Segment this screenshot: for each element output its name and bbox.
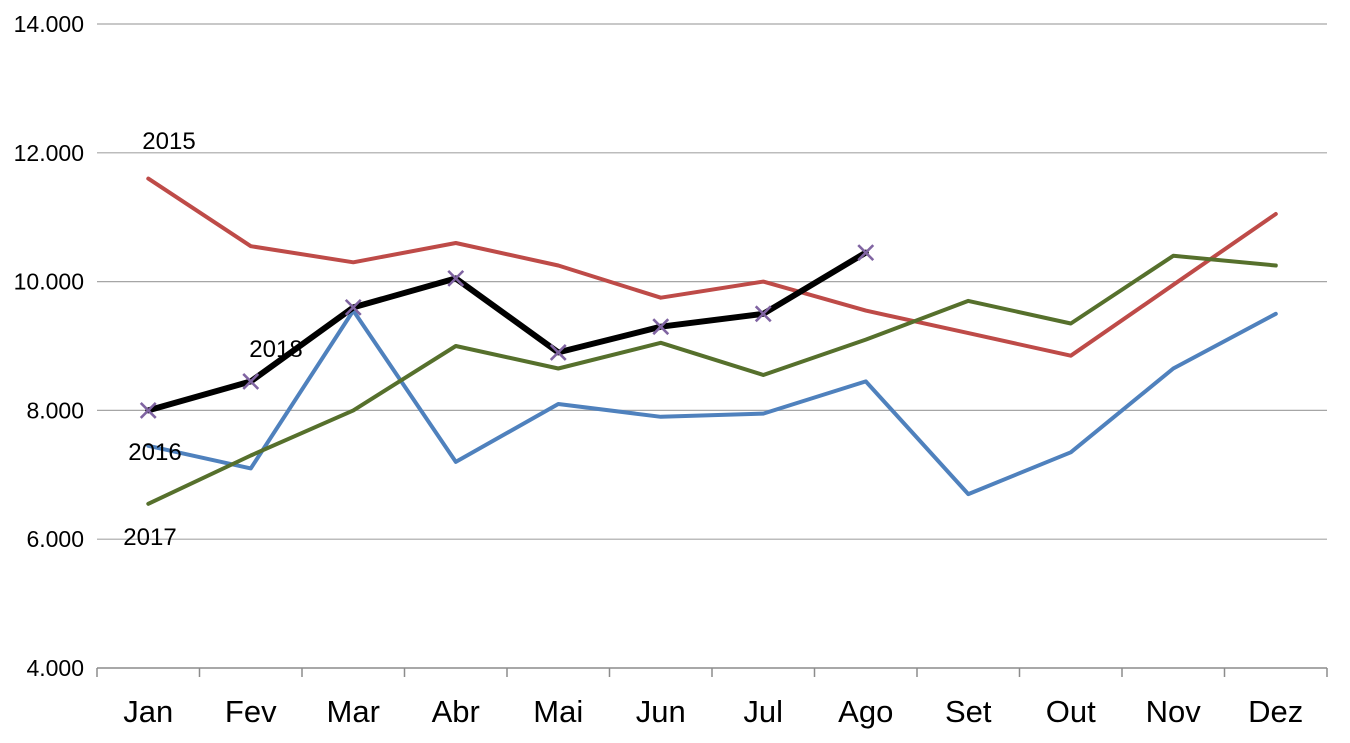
x-marker-stroke — [652, 318, 670, 336]
x-axis-month-label: Jun — [636, 694, 686, 729]
x-axis-month-label: Jan — [123, 694, 173, 729]
y-axis-tick-label: 4.000 — [26, 655, 84, 681]
x-axis-month-label: Set — [945, 694, 992, 729]
series-2018-marker — [754, 305, 772, 323]
x-axis-month-label: Dez — [1248, 694, 1303, 729]
series-2018-marker — [344, 298, 362, 316]
y-axis-tick-label: 6.000 — [26, 526, 84, 552]
x-marker-stroke — [857, 244, 875, 262]
x-axis-month-label: Mar — [327, 694, 380, 729]
series-2018-marker — [139, 401, 157, 419]
x-axis-month-label: Ago — [838, 694, 893, 729]
y-axis-tick-label: 8.000 — [26, 397, 84, 423]
x-axis-month-label: Abr — [432, 694, 480, 729]
x-marker-stroke — [549, 344, 567, 361]
series-line-2016 — [146, 308, 1278, 497]
series-line-2017 — [146, 253, 1278, 506]
y-axis-tick-label: 12.000 — [14, 140, 84, 166]
series-label-2016: 2016 — [128, 439, 181, 466]
series-label-2017: 2017 — [123, 524, 176, 551]
series-line-2018 — [145, 249, 869, 414]
x-marker-stroke — [344, 298, 362, 316]
y-axis-tick-label: 14.000 — [14, 11, 84, 37]
x-axis-month-label: Nov — [1146, 694, 1202, 729]
x-marker-stroke — [139, 401, 157, 419]
series-2018-marker — [857, 244, 875, 262]
series-2018-marker — [242, 373, 260, 390]
x-marker-stroke — [754, 305, 772, 323]
series-line-2015 — [146, 176, 1278, 358]
series-2018-marker — [447, 269, 465, 287]
x-marker-stroke — [447, 269, 465, 287]
x-marker-stroke — [242, 373, 260, 390]
series-2018-marker — [549, 344, 567, 361]
series-label-2018: 2018 — [249, 336, 302, 363]
x-axis-month-label: Fev — [225, 694, 277, 729]
series-2018-marker — [652, 318, 670, 336]
series-label-2015: 2015 — [142, 128, 195, 155]
x-axis-month-label: Out — [1046, 694, 1096, 729]
x-axis-month-label: Mai — [533, 694, 583, 729]
x-axis-month-label: Jul — [743, 694, 783, 729]
y-axis-tick-label: 10.000 — [14, 269, 84, 295]
